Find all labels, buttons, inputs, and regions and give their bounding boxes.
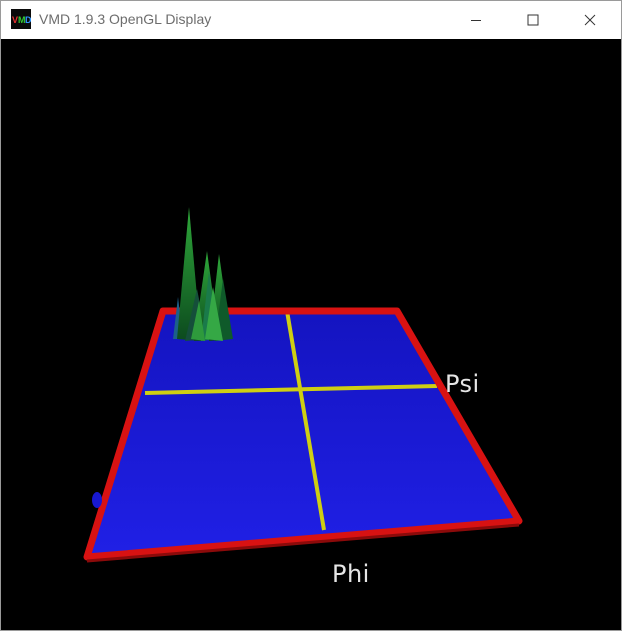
psi-axis-label: Psi — [445, 370, 480, 398]
close-icon — [584, 14, 596, 26]
vmd-logo-icon: V M D — [11, 9, 31, 29]
minimize-icon — [471, 20, 481, 21]
minimize-button[interactable] — [453, 1, 499, 39]
close-button[interactable] — [567, 1, 613, 39]
title-bar[interactable]: V M D VMD 1.9.3 OpenGL Display — [1, 1, 621, 39]
svg-text:M: M — [18, 15, 26, 25]
ramachandran-surface-plot — [83, 207, 523, 563]
maximize-icon — [527, 14, 539, 26]
opengl-viewport[interactable]: Psi Phi — [1, 39, 621, 630]
plot-frame — [83, 307, 523, 561]
surface-plane — [87, 311, 519, 557]
maximize-button[interactable] — [510, 1, 556, 39]
density-peaks — [173, 207, 233, 341]
phi-axis-line — [285, 310, 326, 531]
svg-text:V: V — [12, 15, 18, 25]
window-title: VMD 1.9.3 OpenGL Display — [39, 11, 212, 27]
axis-origin-marker — [92, 492, 102, 508]
phi-axis-label: Phi — [332, 560, 370, 588]
svg-text:D: D — [25, 15, 31, 25]
psi-axis-line — [144, 384, 438, 395]
plot-frame-shadow — [86, 523, 520, 563]
